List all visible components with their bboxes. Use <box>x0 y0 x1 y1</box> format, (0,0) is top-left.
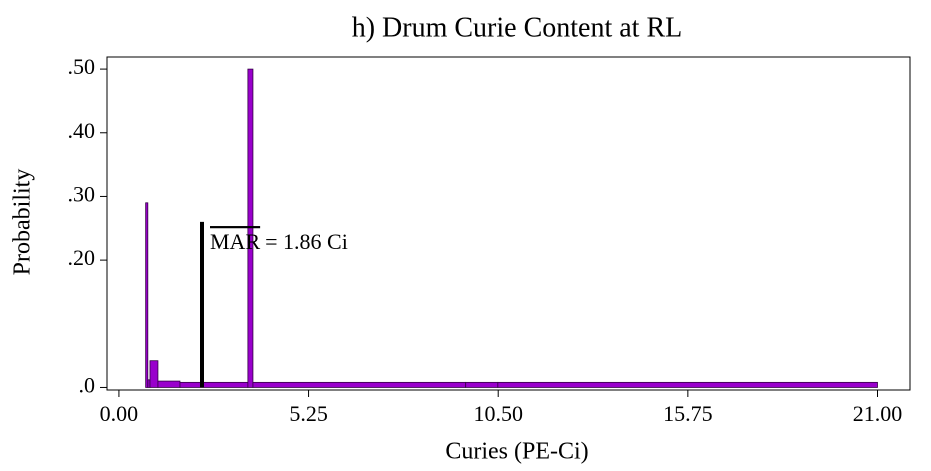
annotation-text: = 1.86 Ci <box>265 229 348 254</box>
x-tick-label: 0.00 <box>100 401 139 426</box>
y-tick-label: .20 <box>68 245 96 270</box>
x-tick-label: 15.75 <box>663 401 713 426</box>
y-tick-label: .50 <box>68 54 96 79</box>
bar <box>179 381 249 388</box>
bar <box>465 381 499 388</box>
y-tick-label: .40 <box>68 118 96 143</box>
x-tick-label: 21.00 <box>853 401 903 426</box>
bar <box>497 381 878 388</box>
x-axis-label: Curies (PE-Ci) <box>445 439 588 465</box>
y-axis-label: Probability <box>10 169 36 276</box>
bar <box>157 380 181 388</box>
bar <box>149 360 159 388</box>
y-tick-label: .30 <box>68 181 96 206</box>
x-tick-label: 5.25 <box>289 401 328 426</box>
plot-frame <box>106 56 911 391</box>
x-tick-label: 10.50 <box>473 401 523 426</box>
chart-title: h) Drum Curie Content at RL <box>352 12 683 43</box>
y-tick-label: .0 <box>79 373 96 398</box>
bar <box>247 68 254 388</box>
bar <box>252 381 467 388</box>
annotation-mark: MAR <box>210 229 260 254</box>
bar <box>145 202 149 388</box>
